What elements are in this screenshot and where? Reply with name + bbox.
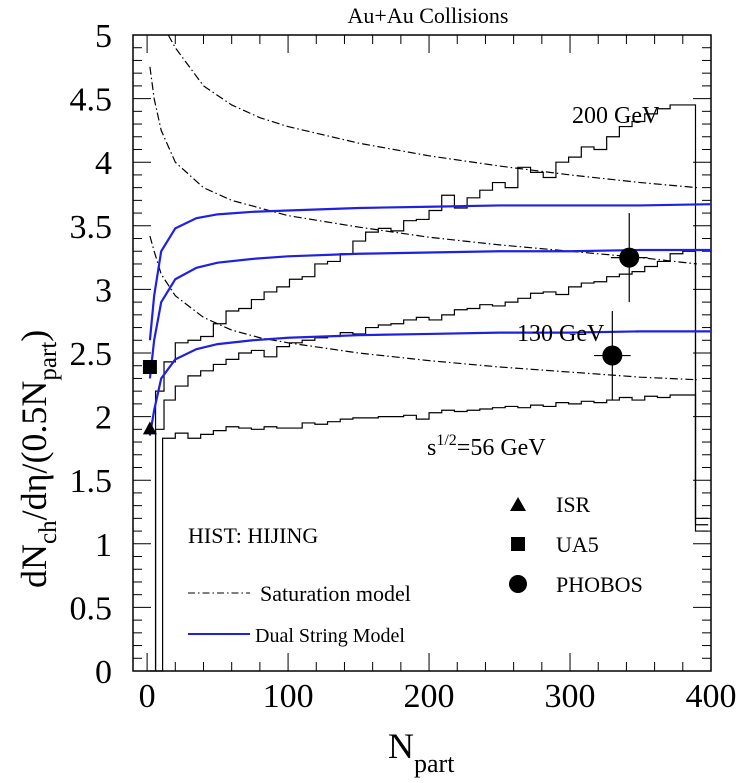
x-tick-label: 300 <box>545 678 596 715</box>
x-tick-label: 100 <box>263 678 314 715</box>
saturation-model-curve <box>149 235 697 381</box>
x-axis-label-main: N <box>388 726 414 766</box>
legend-phobos-marker <box>509 575 527 593</box>
legend-ua5-label: UA5 <box>556 532 599 557</box>
label-56-gev-prefix: s <box>427 435 436 461</box>
data-points <box>142 213 648 435</box>
y-axis-label-a: dN <box>14 544 54 588</box>
hijing-histogram-200-gev <box>154 104 709 671</box>
x-tick-label: 0 <box>139 678 156 715</box>
x-axis-label-sub: part <box>414 749 455 778</box>
dual-string-model-curve <box>148 248 711 379</box>
label-56-gev: s1/2=56 GeV <box>427 432 546 461</box>
y-tick-label: 1 <box>95 527 112 564</box>
y-axis-label: dNch/dη/(0.5Npart) <box>14 330 62 588</box>
legend-isr-label: ISR <box>556 492 591 517</box>
phobos-point <box>602 345 623 366</box>
label-56-gev-sup: 1/2 <box>436 432 456 449</box>
hist-hijing-label: HIST: HIJING <box>188 523 318 548</box>
label-56-gev-suffix: =56 GeV <box>457 435 547 461</box>
chart-title: Au+Au Collisions <box>348 3 509 28</box>
isr-point <box>142 421 157 435</box>
legend-dual-string-label: Dual String Model <box>255 625 405 647</box>
x-tick-label: 400 <box>686 678 737 715</box>
y-tick-label: 0 <box>95 654 112 691</box>
legend: ISR UA5 PHOBOS Saturation model Dual Str… <box>188 492 643 647</box>
y-tick-label: 1.5 <box>70 463 113 500</box>
y-tick-label: 3.5 <box>70 209 113 246</box>
y-axis-label-c: ) <box>14 330 54 342</box>
y-axis-label-a-sub: ch <box>35 520 62 544</box>
y-axis-label-b-sub: part <box>35 342 62 381</box>
y-tick-label: 4.5 <box>70 82 113 119</box>
phobos-point <box>619 247 640 268</box>
legend-phobos-label: PHOBOS <box>556 572 643 597</box>
y-axis-label-b: /dη/(0.5N <box>14 381 54 521</box>
tick-labels: 0 100 200 300 400 0 0.5 1 1.5 2 2.5 3 3.5 4 4.5 5 <box>70 18 737 715</box>
legend-saturation-label: Saturation model <box>260 581 411 606</box>
y-tick-label: 2.5 <box>70 336 113 373</box>
y-tick-label: 2 <box>95 400 112 437</box>
hijing-histogram-56-gev <box>149 394 709 672</box>
dual-string-model-curve <box>148 203 712 341</box>
hijing-histogram-130-gev <box>154 250 709 671</box>
saturation-model-curve <box>167 34 697 189</box>
y-tick-label: 0.5 <box>70 590 113 627</box>
label-200-gev: 200 GeV <box>572 103 660 129</box>
y-tick-label: 3 <box>95 272 112 309</box>
ua5-point <box>142 359 157 374</box>
dual-string-model-curves <box>148 203 712 436</box>
x-tick-label: 200 <box>404 678 455 715</box>
label-130-gev: 130 GeV <box>517 321 605 347</box>
x-axis-label: Npart <box>388 726 455 778</box>
y-tick-label: 5 <box>95 18 112 55</box>
legend-isr-marker <box>510 497 526 511</box>
dual-string-model-curve <box>148 330 711 436</box>
legend-ua5-marker <box>511 537 525 551</box>
hijing-histograms <box>149 104 709 672</box>
y-tick-label: 4 <box>95 145 112 182</box>
